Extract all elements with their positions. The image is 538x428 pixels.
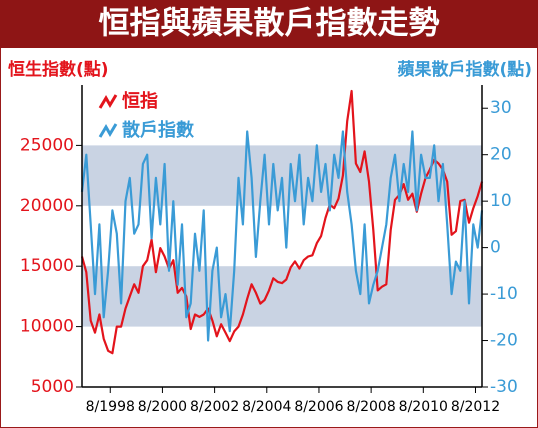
y2-tick-label: -30	[490, 377, 518, 397]
legend-icon	[98, 94, 118, 109]
x-tick-label: 8/2010	[399, 399, 448, 415]
y-tick-label: 20000	[20, 196, 74, 216]
legend-label: 散戶指數	[122, 119, 194, 141]
chart-title: 恒指與蘋果散戶指數走勢	[99, 6, 440, 42]
y-tick-label: 5000	[31, 377, 74, 397]
y2-axis-title: 蘋果散戶指數(點)	[397, 59, 532, 80]
series-line	[80, 130, 484, 342]
y2-tick-label: 0	[490, 238, 501, 258]
x-tick-label: 8/2000	[138, 399, 187, 415]
grid-band	[82, 266, 482, 327]
series-line	[80, 89, 484, 355]
y2-tick-label: 30	[490, 98, 512, 118]
x-tick-label: 8/2008	[346, 399, 395, 415]
y-tick-label: 10000	[20, 317, 74, 337]
y-tick-label: 15000	[20, 256, 74, 276]
y2-tick-label: 10	[490, 191, 512, 211]
x-tick-label: 8/2002	[190, 399, 239, 415]
y-axis-title: 恒生指數(點)	[8, 59, 109, 80]
y2-tick-label: -20	[490, 331, 518, 351]
x-tick-label: 8/2004	[242, 399, 291, 415]
x-tick-label: 8/2012	[451, 399, 500, 415]
y2-tick-label: 20	[490, 145, 512, 165]
y-tick-label: 25000	[20, 135, 74, 155]
legend-label: 恒指	[122, 90, 158, 112]
y2-tick-label: -10	[490, 284, 518, 304]
x-tick-label: 8/2006	[294, 399, 343, 415]
legend-icon	[98, 123, 118, 138]
x-tick-label: 8/1998	[86, 399, 135, 415]
title-bar	[0, 0, 538, 48]
